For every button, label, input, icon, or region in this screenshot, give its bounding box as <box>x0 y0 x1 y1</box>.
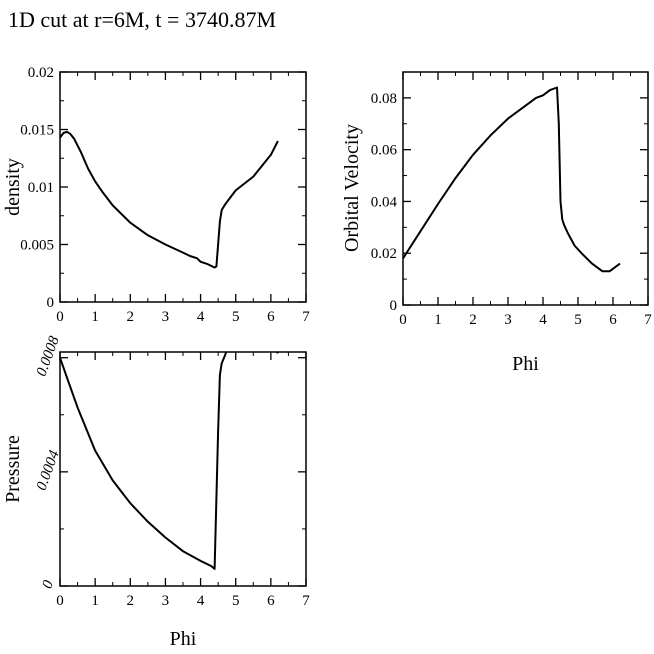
orbital-velocity-x-tick-label: 1 <box>434 312 442 328</box>
pressure-x-tick-label: 7 <box>302 593 310 609</box>
orbital-velocity-x-tick-label: 7 <box>644 312 652 328</box>
pressure-y-axis-title: Pressure <box>2 435 24 503</box>
orbital-velocity-x-tick-label: 2 <box>469 312 477 328</box>
density-x-tick-label: 3 <box>162 309 170 325</box>
orbital-velocity-panel: 0 1 2 3 4 5 6 7 0 0.02 0.04 0.06 0.08 Orbital Velocit… <box>341 71 652 375</box>
density-x-tick-label: 2 <box>127 309 135 325</box>
density-x-tick-label: 5 <box>232 309 240 325</box>
orbital-velocity-x-tick-label: 0 <box>399 312 407 328</box>
density-x-tick-label: 7 <box>302 309 310 325</box>
orbital-velocity-y-tick-label: 0.06 <box>371 143 398 159</box>
pressure-y-tick-label: 0 <box>39 578 57 591</box>
pressure-y-tick-label: 0.0004 <box>34 448 63 493</box>
orbital-velocity-y-tick-label: 0.02 <box>371 246 397 262</box>
pressure-y-tick-label: 0.0008 <box>34 334 63 379</box>
pressure-x-tick-label: 3 <box>162 593 170 609</box>
density-series-line <box>60 130 279 269</box>
pressure-panel: 0 1 2 3 4 5 6 7 0 0.0004 0.0008 Pressure Phi <box>2 334 310 650</box>
pressure-series-line <box>60 352 279 570</box>
density-y-tick-label: 0.005 <box>20 238 54 254</box>
orbital-velocity-y-tick-label: 0.04 <box>371 194 398 210</box>
density-y-tick-label: 0.01 <box>28 180 54 196</box>
density-plot-frame <box>59 71 307 303</box>
orbital-velocity-y-axis-title: Orbital Velocity <box>341 124 363 252</box>
density-y-tick-label: 0 <box>47 295 55 311</box>
orbital-velocity-x-tick-label: 3 <box>504 312 512 328</box>
orbital-velocity-series-line <box>403 86 621 273</box>
pressure-x-tick-label: 2 <box>127 593 135 609</box>
orbital-velocity-y-tick-label: 0 <box>390 298 398 314</box>
orbital-velocity-y-tick-label: 0.08 <box>371 91 397 107</box>
orbital-velocity-x-axis-title: Phi <box>512 353 539 375</box>
pressure-x-axis-title: Phi <box>170 628 197 650</box>
density-y-tick-label: 0.015 <box>20 123 54 139</box>
pressure-x-tick-label: 6 <box>267 593 275 609</box>
orbital-velocity-x-tick-label: 5 <box>574 312 582 328</box>
orbital-velocity-x-tick-label: 4 <box>539 312 547 328</box>
pressure-x-tick-label: 0 <box>56 593 64 609</box>
density-x-tick-label: 1 <box>91 309 99 325</box>
pressure-x-tick-label: 5 <box>232 593 240 609</box>
pressure-x-tick-label: 1 <box>91 593 99 609</box>
orbital-velocity-x-tick-label: 6 <box>609 312 617 328</box>
density-x-tick-label: 6 <box>267 309 275 325</box>
density-panel: 0 1 2 3 4 5 6 7 0 0.005 0.01 0.015 0.02 density <box>2 65 310 325</box>
figure-title: 1D cut at r=6M, t = 3740.87M <box>8 7 276 32</box>
pressure-x-tick-label: 4 <box>197 593 205 609</box>
density-x-tick-label: 0 <box>56 309 64 325</box>
density-y-tick-label: 0.02 <box>28 65 54 81</box>
density-y-axis-title: density <box>2 158 24 216</box>
density-x-tick-label: 4 <box>197 309 205 325</box>
